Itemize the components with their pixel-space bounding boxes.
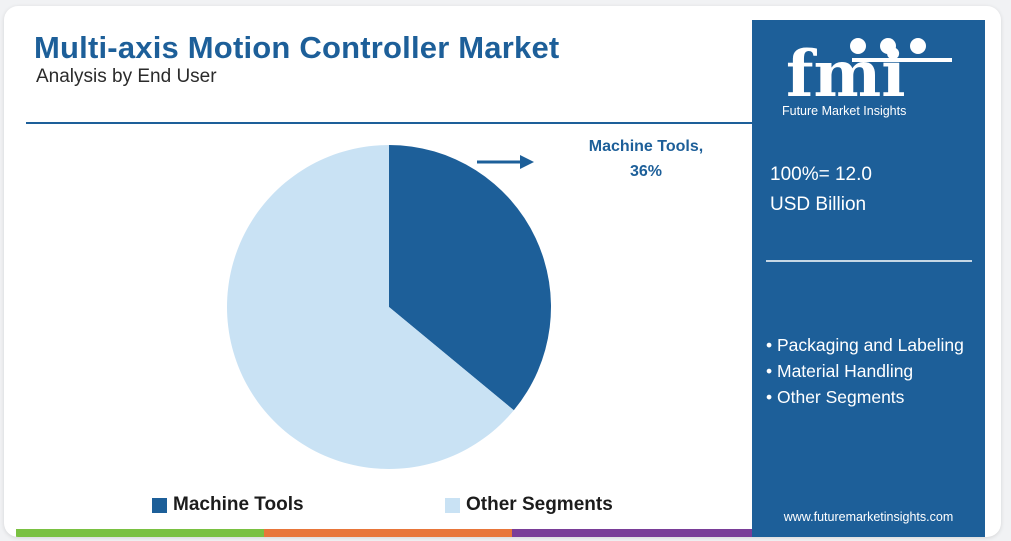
info-panel: fmi Future Market Insights 100%= 12.0 US… — [752, 20, 985, 537]
logo-icon-dot-2 — [880, 38, 896, 54]
callout-arrow — [477, 155, 534, 169]
segment-list: • Packaging and Labeling • Material Hand… — [766, 332, 976, 410]
pie-slices — [227, 145, 552, 470]
bar-segment-green — [16, 529, 264, 537]
bar-segment-orange — [264, 529, 512, 537]
legend-swatch-other-segments — [445, 497, 460, 513]
market-total: 100%= 12.0 USD Billion — [770, 160, 872, 220]
pie-slice-other-segments — [227, 145, 514, 470]
bar-segment-purple — [512, 529, 752, 537]
machine-tools-callout: Machine Tools, 36% — [561, 134, 731, 184]
logo-caption: Future Market Insights — [782, 104, 907, 118]
legend-item-other-segments: Other Segments — [445, 494, 613, 516]
bottom-color-bar — [16, 529, 752, 537]
website-url: www.futuremarketinsights.com — [783, 510, 954, 524]
legend-label-machine-tools: Machine Tools — [173, 494, 304, 515]
legend-item-machine-tools: Machine Tools — [152, 494, 304, 516]
segment-item: • Packaging and Labeling — [766, 335, 964, 355]
legend-label-other-segments: Other Segments — [466, 494, 613, 515]
chart-area: Multi-axis Motion Controller Market Anal… — [16, 20, 754, 537]
logo-icon-dot-1 — [850, 38, 866, 54]
total-value: 100%= 12.0 — [770, 164, 872, 185]
title-rule — [26, 122, 754, 124]
chart-title: Multi-axis Motion Controller Market — [34, 30, 560, 65]
chart-legend: Machine Tools Other Segments — [16, 494, 752, 524]
callout-label: Machine Tools, — [588, 138, 704, 155]
logo-underline — [852, 58, 952, 62]
panel-divider — [766, 260, 972, 262]
callout-value: 36% — [629, 163, 663, 180]
total-unit: USD Billion — [770, 194, 867, 215]
pie-slice-machine-tools — [389, 145, 552, 411]
logo-icon-dot-3 — [910, 38, 926, 54]
fmi-logo: fmi Future Market Insights — [772, 34, 962, 124]
segment-item: • Other Segments — [766, 387, 905, 407]
fmi-logo-mark: fmi — [786, 37, 952, 112]
pie-chart — [227, 145, 552, 470]
chart-card: Multi-axis Motion Controller Market Anal… — [4, 6, 1001, 537]
chart-subtitle: Analysis by End User — [36, 66, 217, 87]
segment-item: • Material Handling — [766, 361, 914, 381]
legend-swatch-machine-tools — [152, 497, 167, 513]
